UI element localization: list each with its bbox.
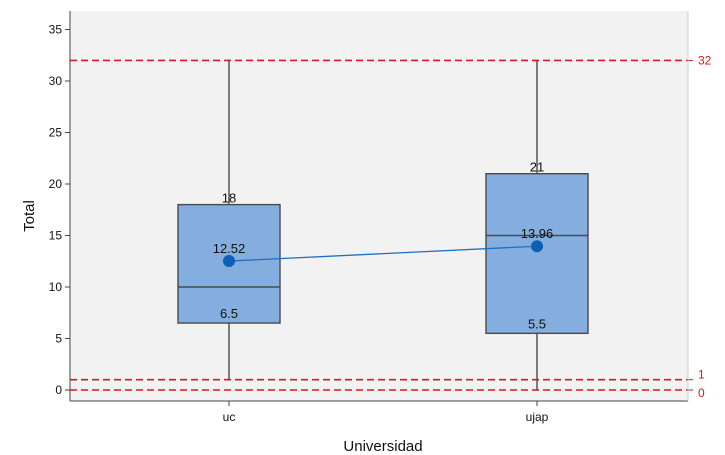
reference-label-1: 1 bbox=[698, 368, 705, 382]
y-axis-label: Total bbox=[21, 200, 38, 232]
y-tick-label-15: 15 bbox=[49, 229, 63, 243]
q1-label-uc: 6.5 bbox=[220, 306, 238, 321]
reference-label-0: 0 bbox=[698, 386, 705, 400]
mean-point-ujap bbox=[531, 240, 543, 253]
q1-label-ujap: 5.5 bbox=[528, 316, 546, 331]
y-tick-label-35: 35 bbox=[49, 23, 63, 37]
mean-label-ujap: 13.96 bbox=[521, 226, 554, 241]
y-tick-label-5: 5 bbox=[55, 332, 62, 346]
boxes bbox=[177, 60, 589, 390]
q3-label-ujap: 21 bbox=[530, 160, 544, 175]
data-labels: 18 12.52 6.5 21 13.96 5.5 bbox=[213, 160, 554, 332]
y-tick-label-10: 10 bbox=[49, 280, 63, 294]
q3-label-uc: 18 bbox=[222, 191, 236, 206]
x-tick-label-ujap: ujap bbox=[526, 410, 549, 424]
axes: 0 5 10 15 20 25 30 35 uc ujap bbox=[49, 11, 689, 424]
box-ujap bbox=[485, 172, 589, 335]
y-tick-label-25: 25 bbox=[49, 126, 63, 140]
y-tick-label-20: 20 bbox=[49, 177, 63, 191]
reference-lines: 32 1 0 bbox=[70, 53, 712, 400]
y-tick-label-0: 0 bbox=[55, 383, 62, 397]
x-tick-label-uc: uc bbox=[223, 410, 236, 424]
y-tick-label-30: 30 bbox=[49, 74, 63, 88]
reference-label-32: 32 bbox=[698, 53, 712, 67]
x-axis-label: Universidad bbox=[343, 438, 422, 455]
plot-area bbox=[70, 11, 688, 401]
mean-label-uc: 12.52 bbox=[213, 241, 246, 256]
mean-series bbox=[223, 240, 543, 268]
mean-point-uc bbox=[223, 255, 235, 268]
mean-connect-line bbox=[228, 245, 538, 262]
